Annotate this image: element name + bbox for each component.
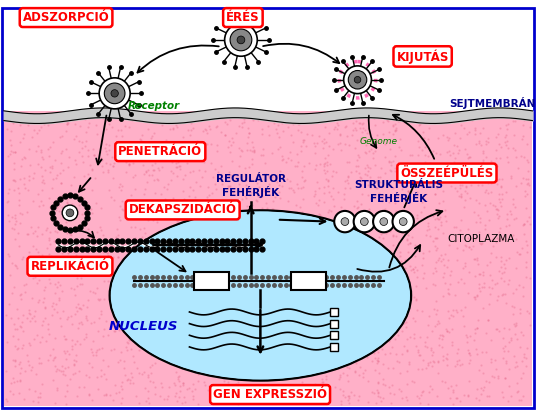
Bar: [194, 272, 229, 290]
Circle shape: [334, 211, 355, 232]
Text: STRUKTURÁLIS
FEHÉRJÉK: STRUKTURÁLIS FEHÉRJÉK: [354, 181, 443, 204]
Bar: [330, 343, 338, 351]
Circle shape: [344, 66, 371, 94]
Circle shape: [225, 24, 257, 56]
Circle shape: [348, 70, 367, 89]
Bar: [291, 272, 326, 290]
Text: ADSZORPCIÓ: ADSZORPCIÓ: [23, 11, 109, 24]
Ellipse shape: [111, 211, 410, 379]
Text: DEKAPSZIDÁCIÓ: DEKAPSZIDÁCIÓ: [129, 203, 237, 216]
FancyBboxPatch shape: [2, 8, 534, 408]
Text: Receptor: Receptor: [128, 101, 179, 111]
Bar: [330, 320, 338, 327]
Circle shape: [380, 218, 388, 225]
Text: SEJTMEMBRÁN: SEJTMEMBRÁN: [449, 97, 535, 109]
Ellipse shape: [110, 210, 411, 381]
Text: NUCLEUS: NUCLEUS: [109, 320, 178, 333]
Bar: [330, 332, 338, 339]
Circle shape: [104, 83, 125, 104]
Text: REPLIKÁCIÓ: REPLIKÁCIÓ: [30, 260, 109, 273]
Circle shape: [341, 218, 349, 225]
Circle shape: [392, 211, 414, 232]
Circle shape: [360, 218, 368, 225]
Circle shape: [66, 209, 74, 217]
Text: REGULÁTOR
FEHÉRJÉK: REGULÁTOR FEHÉRJÉK: [216, 173, 286, 198]
Text: ÉRÉS: ÉRÉS: [226, 11, 259, 24]
Text: ÖSSZEÉPÜLÉS: ÖSSZEÉPÜLÉS: [400, 166, 493, 180]
Circle shape: [99, 78, 130, 109]
Circle shape: [399, 218, 407, 225]
Text: CITOPLAZMA: CITOPLAZMA: [447, 234, 514, 244]
Circle shape: [62, 205, 78, 220]
Bar: [4, 111, 533, 406]
Circle shape: [230, 29, 252, 51]
Circle shape: [373, 211, 395, 232]
Text: KIJUTÁS: KIJUTÁS: [396, 49, 449, 64]
Circle shape: [237, 36, 245, 44]
Circle shape: [354, 211, 375, 232]
Text: GEN EXPRESSZIÓ: GEN EXPRESSZIÓ: [213, 388, 327, 401]
Text: PENETRÁCIÓ: PENETRÁCIÓ: [118, 145, 203, 158]
Circle shape: [354, 77, 361, 83]
Bar: [330, 308, 338, 316]
Circle shape: [111, 90, 118, 97]
Text: Genome: Genome: [360, 137, 398, 146]
